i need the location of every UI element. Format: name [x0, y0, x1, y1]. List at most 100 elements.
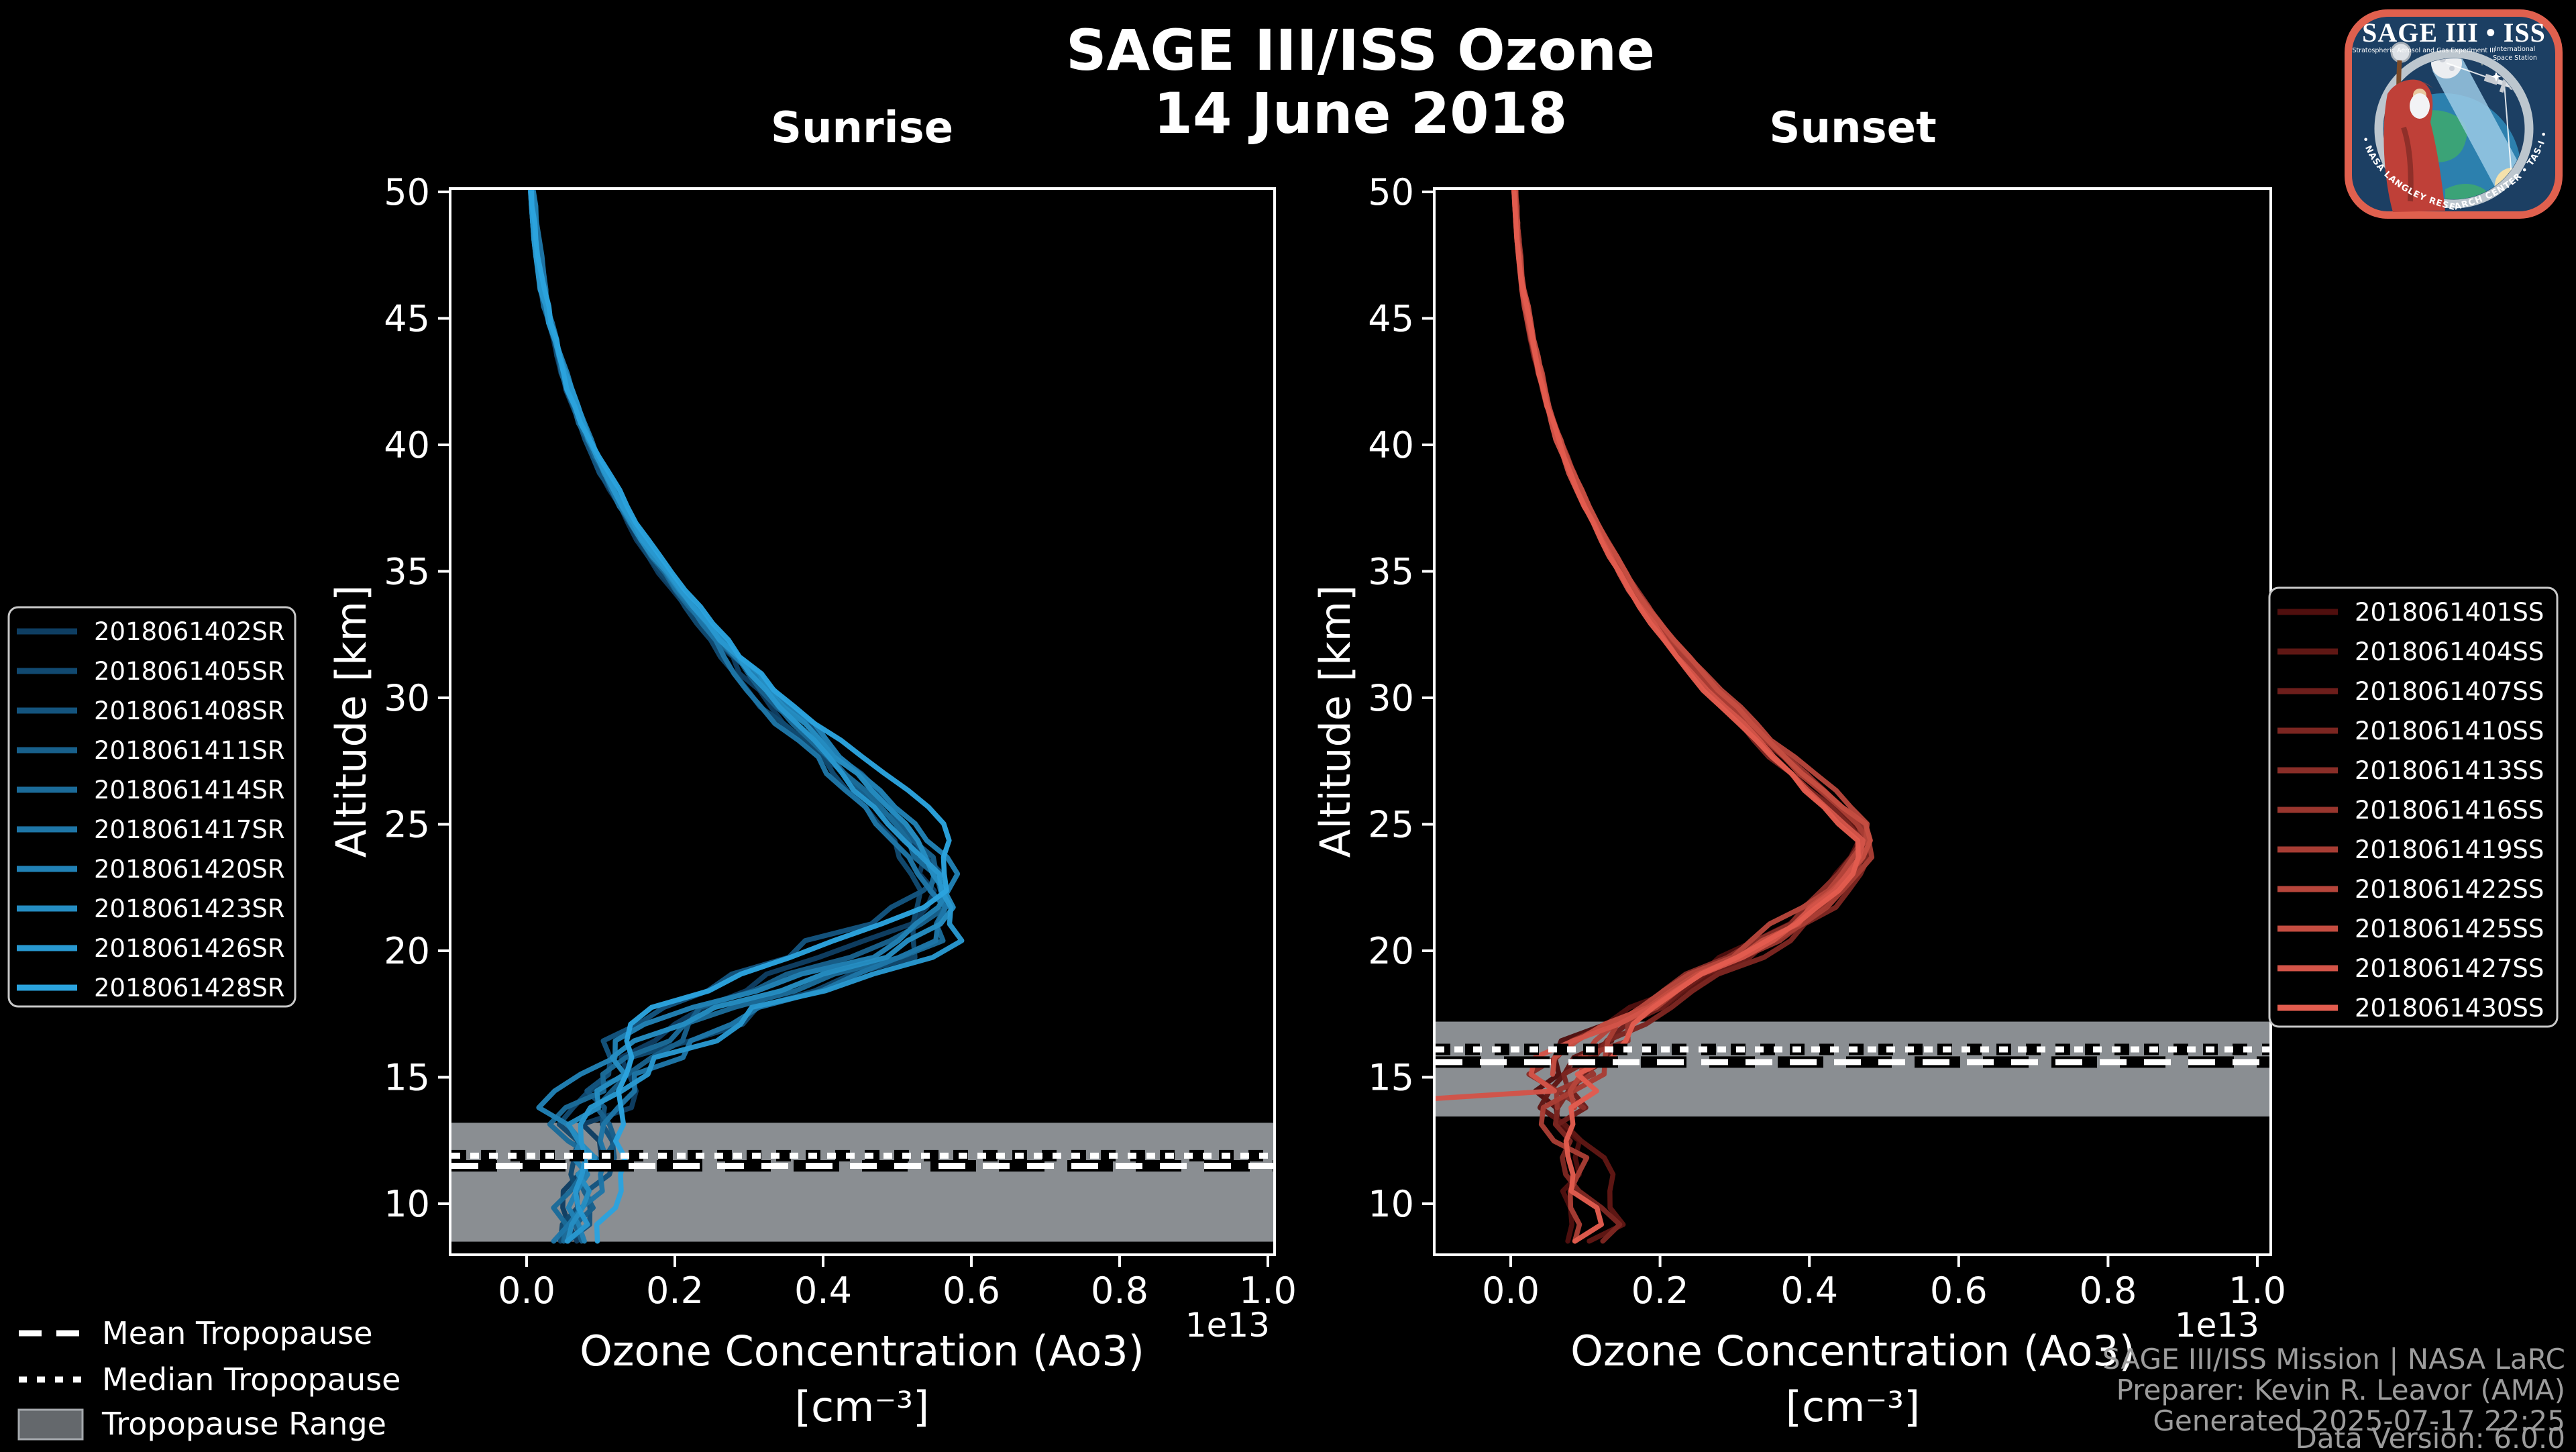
tropopause-range-label: Tropopause Range	[101, 1406, 386, 1442]
attribution-generated: Generated 2025-07-17 22:25	[2153, 1404, 2565, 1437]
y-tick-label: 20	[384, 930, 430, 972]
legend-entry-label: 2018061430SS	[2355, 994, 2544, 1023]
panel-sunset: 0.0 0.2 0.4 0.6 0.8 1.0 50 45 40 35 30 25 20 15 10	[1368, 171, 2286, 1312]
y-tick-label: 45	[1368, 298, 1414, 340]
sunrise-legend: 2018061402SR 2018061405SR 2018061408SR 2018…	[7, 606, 297, 1008]
median-tropopause-label: Median Tropopause	[102, 1361, 400, 1398]
xlabel-sunrise-line1: Ozone Concentration (Ao3)	[580, 1327, 1144, 1376]
y-tick-label: 30	[384, 677, 430, 719]
ylabel-sunrise: Altitude [km]	[327, 585, 376, 858]
x-tick-label: 0.2	[646, 1269, 704, 1312]
logo-robe-fold	[2401, 126, 2414, 202]
legend-entry-label: 2018061408SR	[94, 696, 285, 725]
tropopause-range-sample-swatch	[17, 1408, 84, 1441]
legend-entry-label: 2018061420SR	[94, 855, 285, 884]
sunset-legend: 2018061401SS 2018061404SS 2018061407SS 2018…	[2268, 586, 2559, 1028]
series-line-2018061425SS	[1513, 190, 1873, 1077]
logo-wizard	[2383, 42, 2445, 212]
legend-entry-label: 2018061426SR	[94, 934, 285, 963]
offset-label-sunrise: 1e13	[1185, 1306, 1270, 1345]
figure-date: 14 June 2018	[1154, 81, 1568, 146]
axes-frame	[449, 187, 1276, 1256]
legend-entry-label: 2018061405SR	[94, 657, 285, 686]
series-line-2018061428SR	[529, 190, 952, 1244]
legend-entry-label: 2018061413SS	[2355, 756, 2544, 785]
y-tick-label: 10	[384, 1183, 430, 1225]
logo-sightline-sun	[2504, 83, 2513, 186]
series-line-2018061427SS	[1436, 190, 1866, 1101]
legend-entry-label: 2018061416SS	[2355, 796, 2544, 825]
legend-entry-label: 2018061414SR	[94, 776, 285, 805]
legend-entry-label: 2018061401SS	[2355, 598, 2544, 627]
y-tick-label: 35	[1368, 551, 1414, 593]
profile-curves	[527, 190, 965, 1244]
logo-moon-crater	[2449, 66, 2455, 71]
x-tick-label: 1.0	[1239, 1269, 1297, 1312]
legend-entry-label: 2018061427SS	[2355, 954, 2544, 983]
panel-sunrise: 0.0 0.2 0.4 0.6 0.8 1.0 50 45 40 35 30 25 20 15 10	[384, 171, 1297, 1312]
panel-title-sunset: Sunset	[1769, 103, 1936, 153]
series-line-2018061402SR	[529, 190, 937, 1244]
attribution: SAGE III/ISS Mission | NASA LaRC Prepare…	[2102, 1343, 2565, 1452]
attribution-mission: SAGE III/ISS Mission | NASA LaRC	[2102, 1343, 2565, 1376]
y-tick-label: 40	[384, 424, 430, 466]
sunrise-legend-box	[7, 606, 297, 1008]
x-tick-label: 0.4	[1780, 1269, 1838, 1312]
y-tick-label: 30	[1368, 677, 1414, 719]
x-tick-label: 0.6	[943, 1269, 1000, 1312]
legend-entry-label: 2018061404SS	[2355, 637, 2544, 666]
ylabel-sunset: Altitude [km]	[1311, 585, 1360, 858]
x-tick-label: 0.4	[794, 1269, 852, 1312]
y-tick-label: 10	[1368, 1183, 1414, 1225]
mean-tropopause-label: Mean Tropopause	[102, 1315, 373, 1351]
series-line-2018061413SS	[1511, 190, 1865, 1110]
series-legends: 2018061402SR 2018061405SR 2018061408SR 2018…	[7, 586, 2559, 1028]
logo-robe	[2383, 79, 2445, 212]
logo-subtitle-left: Stratospheric Aerosol and Gas Experiment…	[2352, 47, 2495, 54]
logo-wizard-beard	[2410, 93, 2430, 119]
xlabel-sunrise-line2: [cm⁻³]	[795, 1382, 929, 1431]
logo-title: SAGE III • ISS	[2362, 17, 2546, 48]
y-tick-label: 15	[384, 1057, 430, 1099]
tropopause-lines	[451, 1149, 1273, 1172]
logo-star	[2491, 71, 2502, 82]
xlabel-sunset-line1: Ozone Concentration (Ao3)	[1570, 1327, 2135, 1376]
x-tick-label: 0.2	[1631, 1269, 1689, 1312]
legend-entry-label: 2018061428SR	[94, 974, 285, 1002]
xlabel-sunset-line2: [cm⁻³]	[1786, 1382, 1920, 1431]
legend-entry-label: 2018061423SR	[94, 894, 285, 923]
y-tick-label: 50	[1368, 171, 1414, 213]
y-tick-label: 20	[1368, 930, 1414, 972]
sage-iii-iss-logo: SAGE III • ISS Stratospheric Aerosol and…	[2341, 2, 2563, 219]
x-tick-label: 0.6	[1930, 1269, 1988, 1312]
y-tick-label: 40	[1368, 424, 1414, 466]
tropopause-legend: Mean Tropopause Median Tropopause Tropop…	[17, 1315, 400, 1442]
tropopause-lines	[1436, 1043, 2269, 1068]
y-tick-label: 15	[1368, 1057, 1414, 1099]
y-tick-label: 50	[384, 171, 430, 213]
legend-entry-label: 2018061417SR	[94, 815, 285, 844]
x-tick-label: 0.8	[1091, 1269, 1148, 1312]
offset-label-sunset: 1e13	[2175, 1306, 2259, 1345]
y-tick-label: 25	[384, 804, 430, 846]
series-line-2018061408SR	[527, 190, 945, 1244]
y-tick-label: 25	[1368, 804, 1414, 846]
panel-title-sunrise: Sunrise	[771, 103, 953, 153]
legend-entry-label: 2018061407SS	[2355, 677, 2544, 706]
sunset-legend-box	[2268, 586, 2559, 1028]
attribution-preparer: Preparer: Kevin R. Leavor (AMA)	[2116, 1373, 2565, 1406]
attribution-data-version: Data Version: 6.0.0	[2296, 1422, 2565, 1449]
legend-entry-label: 2018061402SR	[94, 617, 285, 646]
logo-subtitle-right-2: Space Station	[2493, 54, 2537, 62]
y-tick-label: 45	[384, 298, 430, 340]
figure-title: SAGE III/ISS Ozone	[1066, 17, 1655, 83]
logo-earth-land-2	[2445, 184, 2491, 199]
legend-entry-label: 2018061410SS	[2355, 717, 2544, 745]
x-tick-label: 0.0	[1482, 1269, 1540, 1312]
logo-subtitle-right-1: International	[2495, 46, 2536, 53]
legend-entry-label: 2018061422SS	[2355, 875, 2544, 904]
legend-entry-label: 2018061425SS	[2355, 915, 2544, 943]
logo-sun-beam	[2432, 58, 2524, 193]
